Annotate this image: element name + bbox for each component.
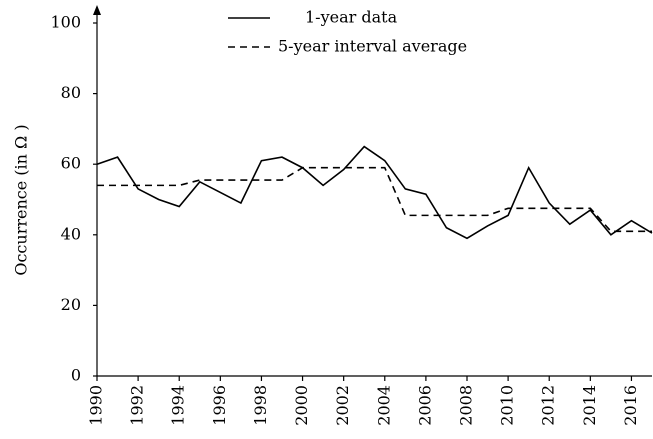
x-tick-label: 2002 — [333, 385, 352, 426]
y-tick-label: 40 — [61, 224, 81, 243]
x-tick-label: 2008 — [457, 385, 476, 426]
y-axis-arrow — [93, 5, 101, 15]
x-tick-label: 2000 — [292, 385, 311, 426]
x-tick-label: 1996 — [210, 385, 229, 426]
x-tick-label: 1998 — [251, 385, 270, 426]
x-tick-label: 1992 — [128, 385, 147, 426]
x-tick-label: 2006 — [415, 385, 434, 426]
y-tick-label: 60 — [61, 154, 81, 173]
y-axis-label: Occurrence (in Ω ) — [12, 124, 31, 275]
y-tick-label: 80 — [61, 83, 81, 102]
legend-label: 5-year interval average — [278, 37, 467, 56]
y-tick-label: 100 — [50, 13, 81, 32]
data-line — [97, 166, 652, 233]
y-tick-label: 20 — [61, 295, 81, 314]
x-tick-label: 2014 — [580, 385, 599, 426]
x-tick-label: 1990 — [87, 385, 106, 426]
x-tick-label: 2004 — [374, 385, 393, 426]
y-tick-label: 0 — [71, 366, 81, 385]
x-tick-label: 2016 — [621, 385, 640, 426]
x-tick-label: 1994 — [169, 385, 188, 426]
legend-label: 1-year data — [305, 8, 398, 27]
data-line — [96, 145, 653, 240]
x-tick-label: 2012 — [539, 385, 558, 426]
x-tick-label: 2010 — [498, 385, 517, 426]
